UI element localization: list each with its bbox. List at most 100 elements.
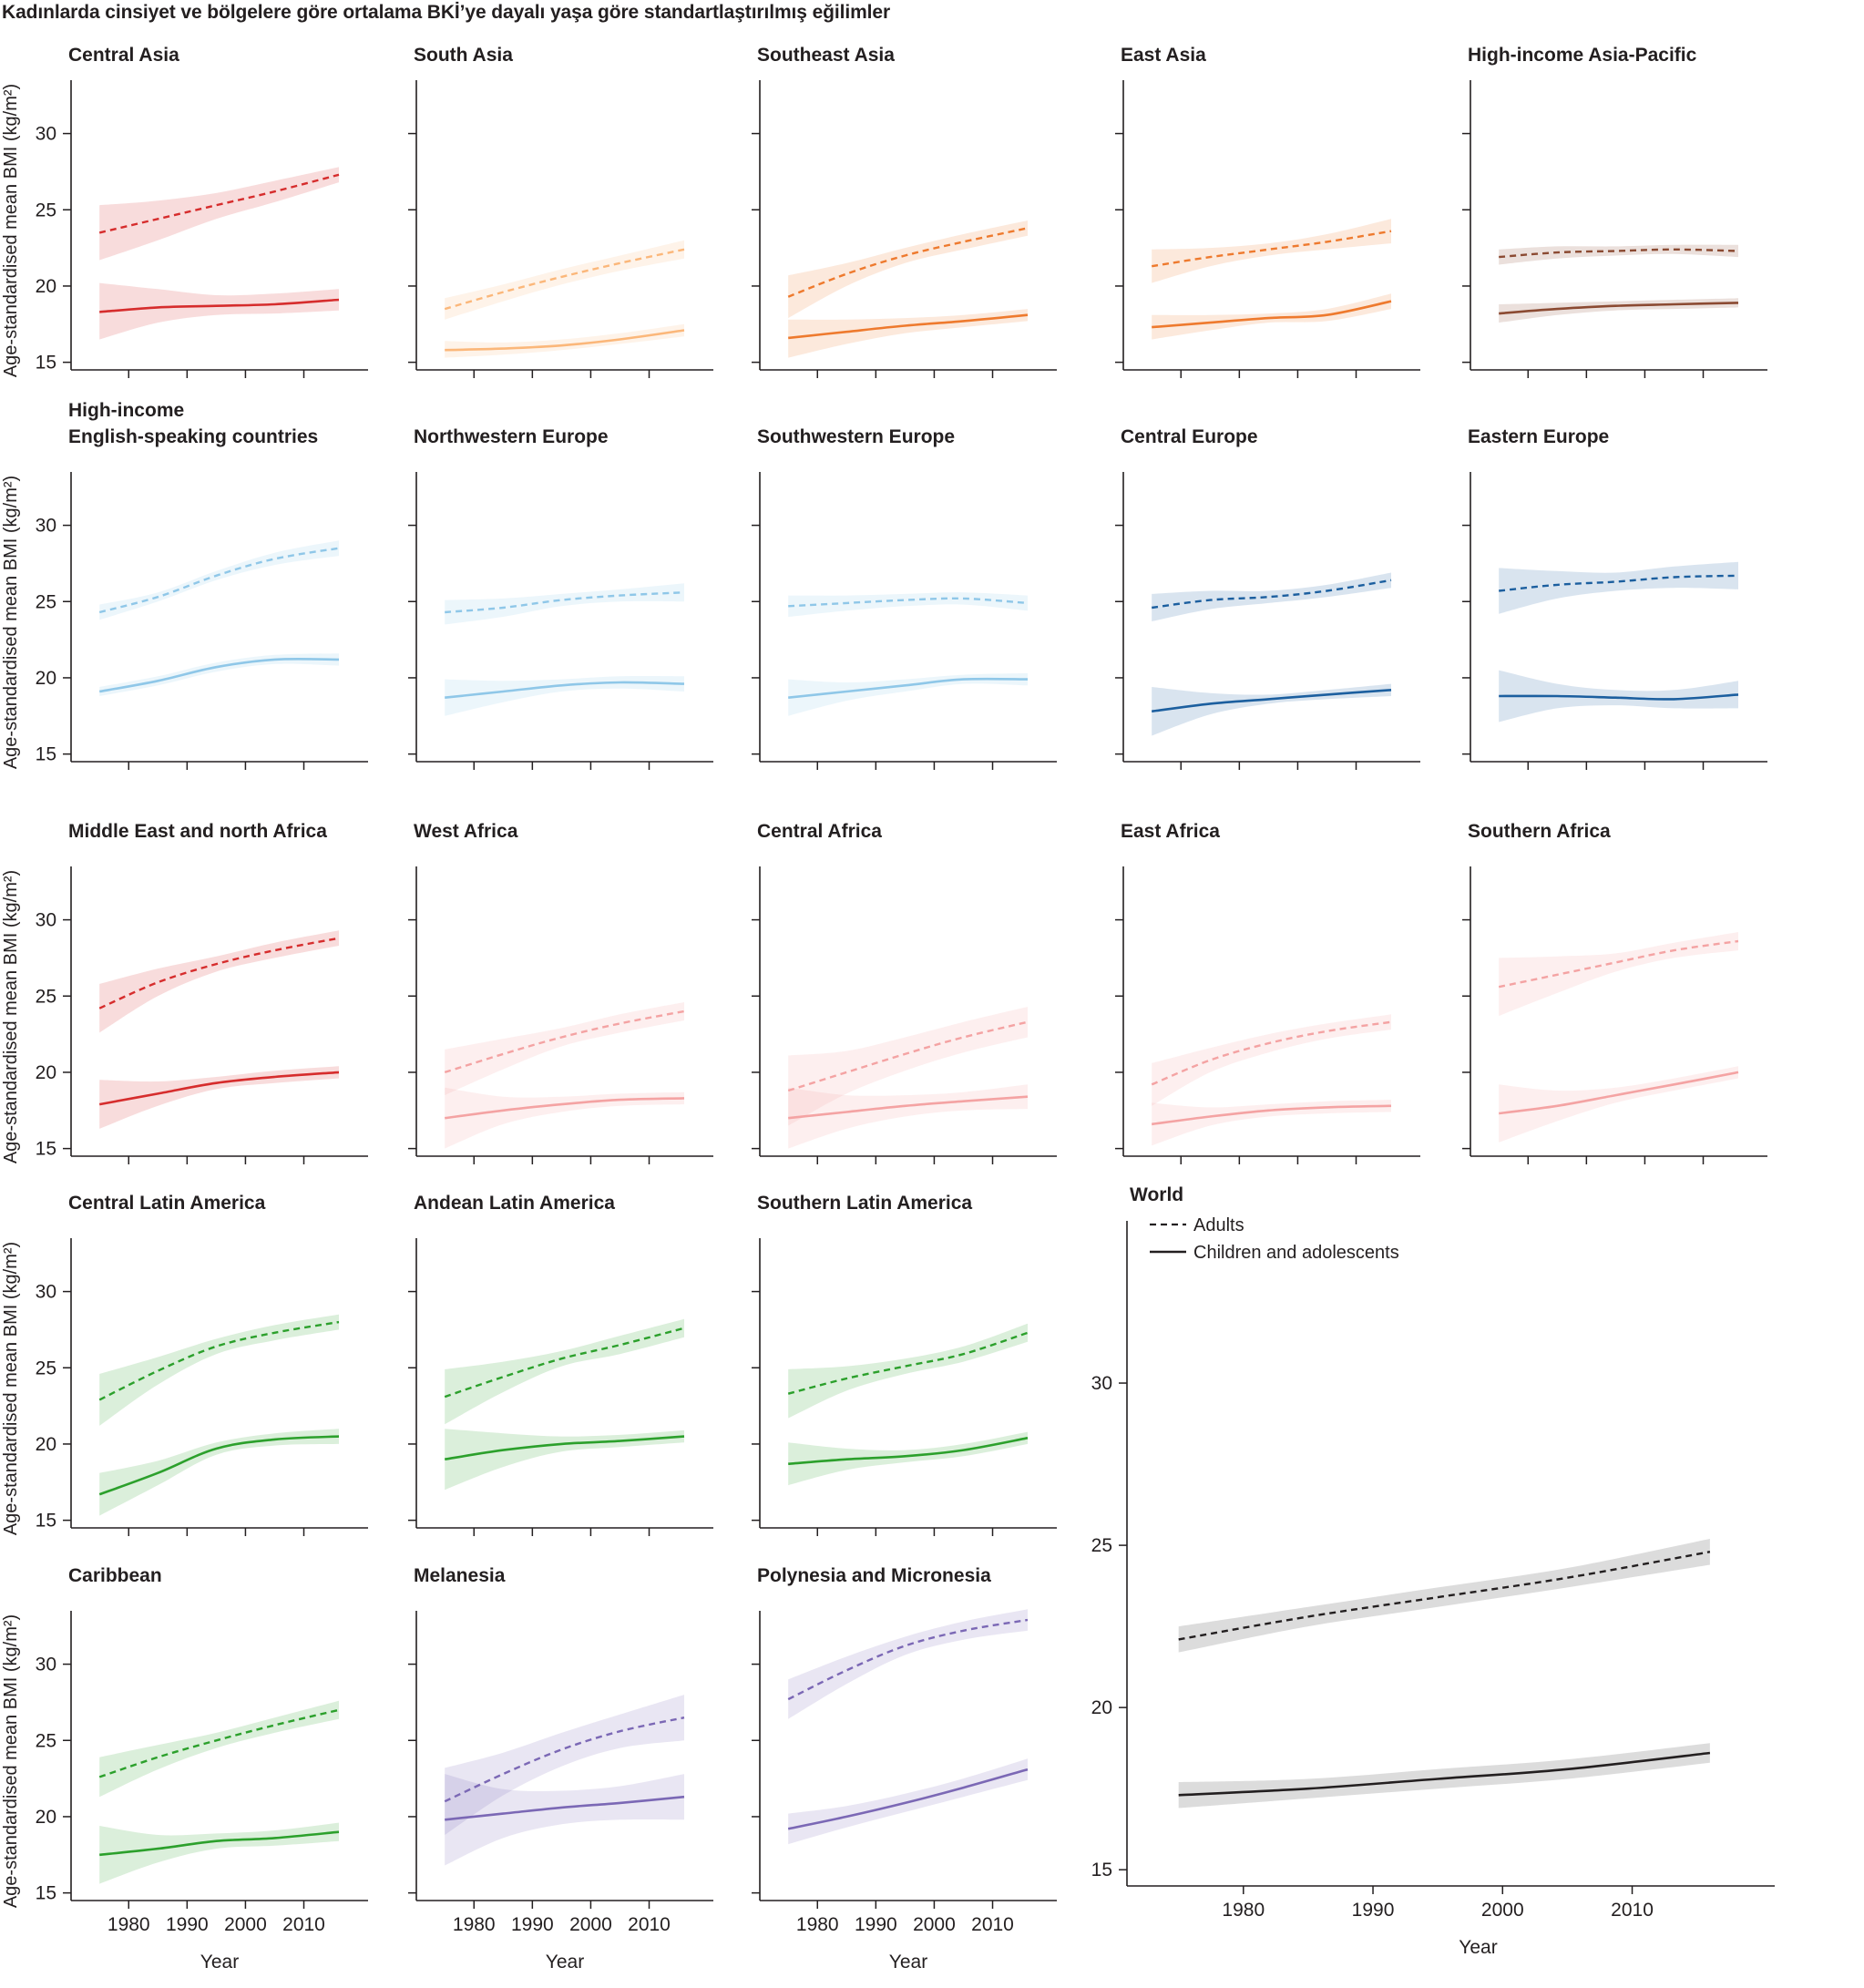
panel-title: Southern Latin America [757,1193,972,1214]
adults-ci-band [788,220,1028,319]
children-line [1499,693,1739,701]
adults-ci-band [1152,219,1391,283]
panel-andean-latin-america: Andean Latin America [408,1193,713,1536]
y-axis-title: Age-standardised mean BMI (kg/m²) [1,1614,21,1908]
adults-line [1178,1551,1711,1641]
adults-line [1498,939,1739,989]
y-tick-label: 15 [36,353,56,374]
y-tick-label: 20 [36,668,56,689]
adults-ci-band [445,1318,684,1425]
adults-ci-band [99,1700,339,1798]
panel-polynesia-and-micronesia: Polynesia and Micronesia 1980 1990 2000 2010… [752,1565,1057,1973]
adults-ci-band [445,1002,684,1096]
y-tick-label: 25 [36,1730,56,1751]
adults-line [787,1020,1029,1092]
adults-line [98,1708,340,1778]
children-ci-band [445,323,684,358]
y-tick-label: 30 [36,124,56,145]
children-line [445,681,685,699]
y-tick-label: 15 [36,1139,56,1160]
y-axis-title: Age-standardised mean BMI (kg/m²) [1,870,21,1163]
panel-title: Middle East and north Africa [68,821,327,842]
x-tick-label: 2000 [224,1914,267,1935]
y-tick-label: 30 [36,910,56,931]
y-tick-label: 25 [1091,1535,1112,1556]
children-line [788,1095,1029,1120]
panel-southern-africa: Southern Africa [1462,821,1767,1164]
y-tick-label: 25 [36,200,56,220]
adults-ci-band [1178,1539,1710,1653]
panel-title: Polynesia and Micronesia [757,1565,991,1586]
children-line [1499,1071,1739,1115]
panel-title: High-income [68,400,184,421]
children-line [98,657,340,693]
children-ci-band [445,1087,684,1149]
panel-south-asia: South Asia [408,45,713,378]
panel-title: Caribbean [68,1565,162,1586]
adults-ci-band [445,583,684,625]
children-ci-band [445,676,684,716]
x-axis-title: Year [546,1952,584,1973]
children-line [788,677,1029,699]
x-tick-label: 2000 [913,1914,956,1935]
children-line [99,298,340,313]
panel-high-income-english-speaking-countries: High-income English-speaking countries 15 2… [1,400,368,770]
panel-eastern-europe: Eastern Europe [1462,426,1767,770]
panel-title: Southeast Asia [757,45,895,66]
panel-southeast-asia: Southeast Asia [752,45,1057,378]
children-line [1152,300,1392,329]
adults-line [444,248,685,311]
children-ci-band [1152,683,1391,736]
panel-central-africa: Central Africa [752,821,1057,1164]
children-line [445,1795,685,1821]
panel-southwestern-europe: Southwestern Europe [752,426,1057,770]
y-axis-title: Age-standardised mean BMI (kg/m²) [1,476,21,769]
y-tick-label: 30 [36,516,56,537]
children-ci-band [99,1066,339,1129]
y-tick-label: 20 [36,1062,56,1083]
y-tick-label: 15 [36,744,56,765]
children-line [788,313,1029,340]
panel-southern-latin-america: Southern Latin America [752,1193,1057,1536]
y-tick-label: 30 [36,1655,56,1675]
panel-northwestern-europe: Northwestern Europe [408,426,713,770]
y-tick-label: 20 [36,1807,56,1828]
adults-line [1151,1020,1392,1086]
children-ci-band [1152,293,1391,340]
x-tick-label: 1980 [453,1914,496,1935]
children-line [445,329,685,352]
panel-melanesia: Melanesia 1980 1990 2000 2010 Year [408,1565,713,1973]
children-ci-band [788,1084,1028,1149]
children-line [98,1071,340,1106]
children-ci-band [445,1429,684,1491]
panel-west-africa: West Africa [408,821,713,1164]
panel-title: Southern Africa [1468,821,1611,842]
adults-line [787,227,1029,298]
x-tick-label: 2010 [282,1914,325,1935]
panel-title: Southwestern Europe [757,426,955,447]
x-axis-title: Year [889,1952,927,1973]
adults-ci-band [445,1695,684,1835]
children-ci-band [99,1822,339,1884]
panel-title: West Africa [414,821,518,842]
panel-title: Central Latin America [68,1193,266,1214]
children-ci-band [1178,1743,1710,1809]
adults-ci-band [1152,1014,1391,1106]
x-tick-label: 1990 [166,1914,209,1935]
panel-central-asia: Central Asia 15 20 25 30 Age-standardised mea… [1,45,368,378]
children-line [445,1097,685,1120]
adults-line [1152,579,1392,610]
panel-world: World 15 20 25 30 1980 1990 2000 2010 Year Adults C… [1091,1184,1775,1958]
y-tick-label: 15 [36,1511,56,1532]
adults-line [444,1716,685,1803]
children-line [1152,1104,1392,1126]
y-tick-label: 30 [1091,1373,1112,1394]
adults-line [444,1327,685,1399]
adults-ci-band [788,1609,1028,1719]
children-line [1178,1751,1711,1797]
x-tick-label: 1980 [796,1914,839,1935]
panel-central-latin-america: Central Latin America 15 20 25 30 Age-standar… [1,1193,368,1536]
children-ci-band [1152,1100,1391,1146]
children-line [1152,689,1392,713]
adults-line [98,547,340,614]
